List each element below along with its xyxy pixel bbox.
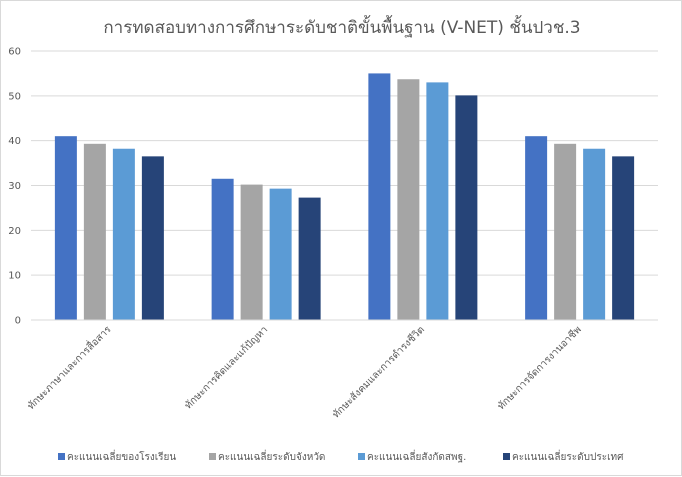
bar (141, 156, 164, 320)
chart-title: การทดสอบทางการศึกษาระดับชาติขั้นพื้นฐาน … (103, 15, 580, 38)
bar (298, 197, 321, 320)
legend-label: คะแนนเฉลี่ยสังกัดสพฐ. (367, 449, 466, 463)
y-tick-label: 40 (8, 136, 21, 147)
category-label: ทักษะสังคมและการดำรงชีวิต (330, 324, 427, 421)
legend: คะแนนเฉลี่ยของโรงเรียน คะแนนเฉลี่ยระดับจั… (58, 449, 624, 463)
bar (455, 95, 478, 320)
category-label: ทักษะภาษาและการสื่อสาร (24, 322, 114, 412)
legend-label: คะแนนเฉลี่ยระดับประเทศ (512, 449, 624, 463)
bars (54, 73, 635, 321)
bar (583, 148, 606, 320)
bar (612, 156, 635, 320)
legend-swatch (503, 453, 510, 460)
y-tick-label: 60 (8, 47, 21, 58)
bar (269, 188, 292, 320)
bar (54, 136, 77, 320)
category-labels: ทักษะภาษาและการสื่อสาร ทักษะการคิดและแก้ป… (24, 322, 584, 421)
bar (525, 136, 548, 320)
bar (240, 184, 263, 320)
y-tick-label: 0 (15, 316, 21, 327)
bar (211, 178, 234, 320)
y-tick-label: 30 (8, 181, 21, 192)
legend-label: คะแนนเฉลี่ยของโรงเรียน (67, 449, 176, 463)
bar (426, 82, 449, 320)
legend-label: คะแนนเฉลี่ยระดับจังหวัด (218, 449, 325, 463)
category-label: ทักษะการจัดการงานอาชีพ (495, 324, 584, 413)
bar (368, 73, 391, 321)
gridlines (31, 50, 658, 276)
legend-swatch (358, 453, 365, 460)
y-axis-ticks: 0 10 20 30 40 50 60 (8, 47, 21, 327)
category-label: ทักษะการคิดและแก้ปัญหา (182, 324, 270, 412)
legend-swatch (58, 453, 65, 460)
bar (83, 143, 106, 320)
y-tick-label: 10 (8, 271, 21, 282)
legend-swatch (209, 453, 216, 460)
y-tick-label: 50 (8, 91, 21, 102)
y-tick-label: 20 (8, 226, 21, 237)
bar (397, 79, 420, 321)
bar (112, 148, 135, 320)
bar (554, 143, 577, 320)
